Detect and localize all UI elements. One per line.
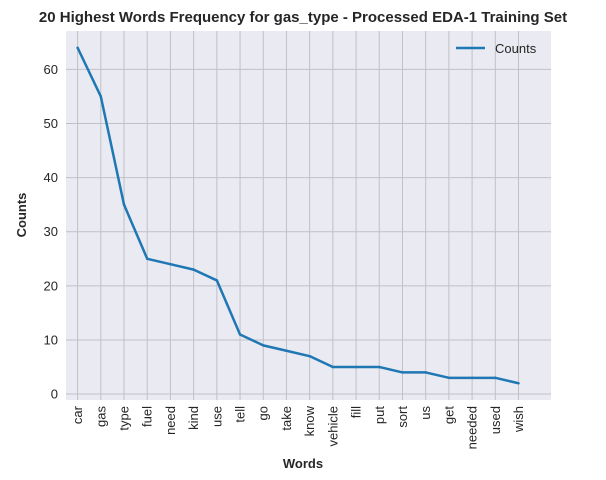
data-point — [238, 333, 242, 336]
x-tick-label: type — [117, 406, 132, 431]
x-tick-label: go — [256, 406, 271, 420]
y-axis-ticks: 0 10 20 30 40 50 60 — [44, 62, 58, 402]
x-tick-label: wish — [511, 406, 526, 433]
x-tick-label: know — [302, 405, 317, 436]
x-tick-label: get — [441, 406, 456, 424]
data-point — [99, 95, 103, 98]
data-point — [517, 381, 520, 385]
y-tick-label: 20 — [44, 278, 58, 293]
x-tick-label: used — [488, 406, 503, 434]
legend-label: Counts — [495, 41, 537, 56]
x-tick-label: car — [70, 405, 85, 424]
data-point — [424, 371, 427, 374]
data-point — [261, 344, 265, 347]
data-point — [470, 376, 474, 380]
x-axis-ticks: car gas type fuel need kind use tell go take know v… — [70, 405, 526, 449]
x-tick-label: kind — [186, 406, 201, 430]
data-point — [447, 376, 451, 380]
data-point — [285, 349, 288, 353]
plot-area — [66, 31, 551, 400]
y-tick-label: 50 — [44, 116, 58, 131]
y-axis-label: Counts — [14, 193, 29, 238]
x-tick-label: fuel — [140, 406, 155, 427]
y-tick-label: 0 — [51, 387, 58, 402]
y-tick-label: 40 — [44, 170, 58, 185]
data-point — [378, 365, 381, 369]
data-point — [169, 262, 172, 266]
data-point — [494, 376, 497, 380]
chart-title: 20 Highest Words Frequency for gas_type … — [39, 9, 567, 26]
x-tick-label: use — [209, 406, 224, 427]
y-tick-label: 10 — [44, 332, 58, 347]
x-tick-label: take — [279, 406, 294, 431]
x-axis-label: Words — [283, 456, 323, 471]
y-tick-label: 60 — [44, 62, 58, 77]
x-tick-label: put — [372, 406, 387, 424]
x-tick-label: sort — [395, 406, 410, 428]
data-point — [308, 354, 311, 358]
x-tick-label: gas — [93, 406, 108, 427]
data-point — [331, 365, 335, 369]
legend: Counts — [456, 41, 537, 56]
x-tick-label: needed — [465, 406, 480, 449]
data-point — [215, 279, 219, 282]
x-tick-label: tell — [233, 406, 248, 423]
grid-lines — [66, 31, 551, 400]
data-point — [401, 371, 404, 374]
data-point — [122, 203, 126, 206]
data-point — [145, 257, 149, 261]
x-tick-label: us — [418, 406, 433, 420]
line-series — [76, 46, 520, 385]
data-point — [192, 268, 195, 271]
data-point — [354, 365, 358, 369]
x-tick-label: fill — [349, 406, 364, 418]
y-tick-label: 30 — [44, 224, 58, 239]
x-tick-label: need — [163, 406, 178, 435]
series-line — [76, 47, 519, 385]
x-tick-label: vehicle — [325, 406, 340, 446]
data-point — [76, 46, 79, 50]
